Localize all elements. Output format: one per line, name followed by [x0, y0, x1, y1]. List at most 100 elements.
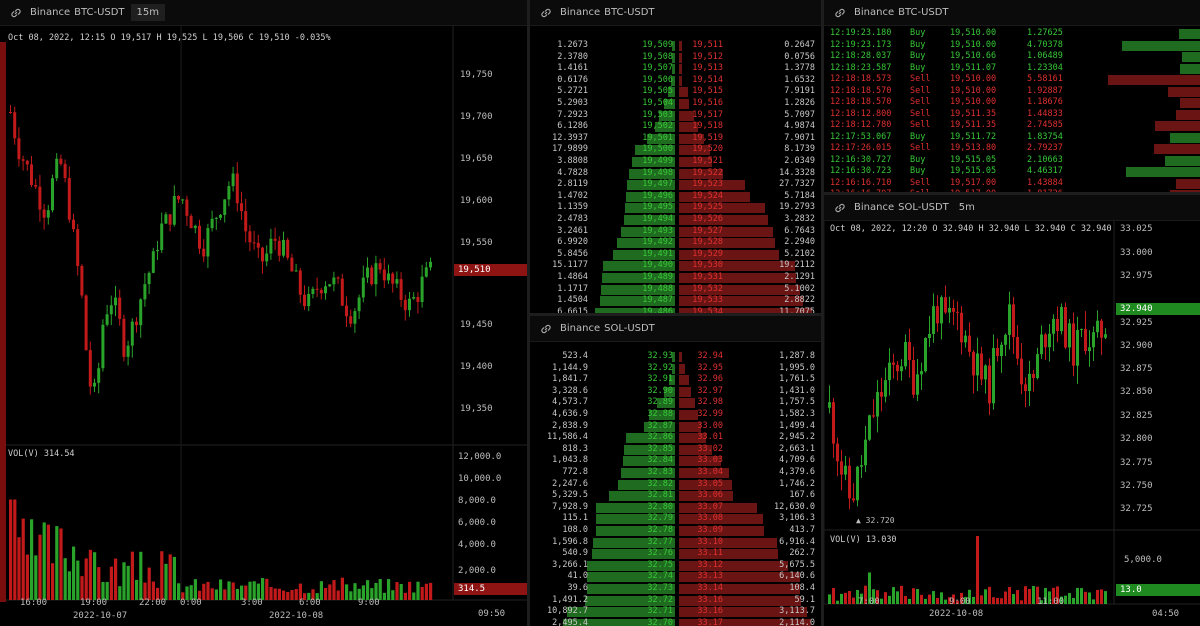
ask-depth-bar: [679, 52, 682, 63]
trade-row[interactable]: 12:16:30.727 Buy 19,515.05 2.10663: [824, 155, 1200, 167]
orderbook-row[interactable]: 4,636.9 32.88 32.99 1,582.3: [530, 409, 821, 421]
trade-row[interactable]: 12:18:23.587 Buy 19,511.07 1.23304: [824, 63, 1200, 75]
orderbook-row[interactable]: 5.2903 19,504 19,516 1.2826: [530, 98, 821, 110]
orderbook-row[interactable]: 1,043.8 32.84 33.03 4,709.6: [530, 455, 821, 467]
orderbook-row[interactable]: 108.0 32.78 33.09 413.7: [530, 525, 821, 537]
orderbook-row[interactable]: 6.6615 19,486 19,534 11.7075: [530, 307, 821, 313]
orderbook-row[interactable]: 523.4 32.93 32.94 1,287.8: [530, 351, 821, 363]
trade-row[interactable]: 12:18:18.570 Sell 19,510.00 1.92887: [824, 86, 1200, 98]
trade-price: 19,517.00: [950, 177, 997, 188]
orderbook-row[interactable]: 1,491.2 32.72 33.16 59.1: [530, 595, 821, 607]
orderbook-row[interactable]: 1,144.9 32.92 32.95 1,995.0: [530, 363, 821, 375]
orderbook-row[interactable]: 2,495.4 32.70 33.17 2,114.0: [530, 618, 821, 626]
orderbook-row[interactable]: 1.4161 19,507 19,513 1.3778: [530, 63, 821, 75]
orderbook-row[interactable]: 115.1 32.79 33.08 3,106.3: [530, 513, 821, 525]
volume-bar: [1064, 595, 1067, 604]
trade-row[interactable]: 12:18:18.570 Sell 19,510.00 1.18676: [824, 97, 1200, 109]
btc-candles[interactable]: [0, 26, 527, 626]
orderbook-row[interactable]: 3,328.6 32.90 32.97 1,431.0: [530, 386, 821, 398]
orderbook-row[interactable]: 17.9899 19,500 19,520 8.1739: [530, 144, 821, 156]
trade-row[interactable]: 12:18:28.037 Buy 19,510.66 1.06489: [824, 51, 1200, 63]
trade-row[interactable]: 12:17:26.015 Sell 19,513.80 2.79237: [824, 143, 1200, 155]
ask-size: 4,709.6: [779, 455, 815, 466]
orderbook-row[interactable]: 5,329.5 32.81 33.06 167.6: [530, 490, 821, 502]
candle: [1080, 328, 1083, 338]
link-icon[interactable]: [538, 5, 554, 21]
trade-row[interactable]: 12:18:18.573 Sell 19,510.00 5.58161: [824, 74, 1200, 86]
candle: [932, 293, 935, 343]
sol-candles[interactable]: [824, 221, 1200, 626]
orderbook-row[interactable]: 39.6 32.73 33.14 108.4: [530, 583, 821, 595]
candle: [1088, 330, 1091, 367]
orderbook-row[interactable]: 11,586.4 32.86 33.01 2,945.2: [530, 432, 821, 444]
volume-bar: [996, 597, 999, 604]
trade-row[interactable]: 12:16:16.710 Sell 19,517.00 1.43884: [824, 178, 1200, 190]
orderbook-row[interactable]: 2.4783 19,494 19,526 3.2832: [530, 214, 821, 226]
orderbook-row[interactable]: 6.1286 19,502 19,518 4.9874: [530, 121, 821, 133]
orderbook-row[interactable]: 2.8119 19,497 19,523 27.7327: [530, 179, 821, 191]
trade-row[interactable]: 12:19:23.180 Buy 19,510.00 1.27625: [824, 28, 1200, 40]
bid-depth-bar: [649, 410, 675, 420]
orderbook-row[interactable]: 2,247.6 32.82 33.05 1,746.2: [530, 479, 821, 491]
orderbook-row[interactable]: 1.1359 19,495 19,525 19.2793: [530, 202, 821, 214]
btc-chart-panel[interactable]: Binance BTC-USDT 15m Oct 08, 2022, 12:15…: [0, 0, 527, 626]
orderbook-row[interactable]: 7,928.9 32.80 33.07 12,630.0: [530, 502, 821, 514]
trade-row[interactable]: 12:19:23.173 Buy 19,510.00 4.70378: [824, 40, 1200, 52]
orderbook-row[interactable]: 2.3780 19,508 19,512 0.0756: [530, 52, 821, 64]
link-icon[interactable]: [832, 200, 848, 216]
volume-bar: [122, 562, 126, 600]
orderbook-row[interactable]: 4,573.7 32.89 32.98 1,757.5: [530, 397, 821, 409]
trade-row[interactable]: 12:18:12.780 Sell 19,511.35 2.74585: [824, 120, 1200, 132]
orderbook-row[interactable]: 3.2461 19,493 19,527 6.7643: [530, 226, 821, 238]
trade-row[interactable]: 12:18:12.800 Sell 19,511.35 1.44833: [824, 109, 1200, 121]
orderbook-row[interactable]: 2,838.9 32.87 33.00 1,499.4: [530, 421, 821, 433]
link-icon[interactable]: [8, 5, 24, 21]
volume-bar: [21, 518, 25, 600]
orderbook-row[interactable]: 3,266.1 32.75 33.12 5,675.5: [530, 560, 821, 572]
orderbook-row[interactable]: 1.4702 19,496 19,524 5.7184: [530, 191, 821, 203]
orderbook-row[interactable]: 540.9 32.76 33.11 262.7: [530, 548, 821, 560]
orderbook-row[interactable]: 5.2721 19,505 19,515 7.9191: [530, 86, 821, 98]
orderbook-row[interactable]: 15.1177 19,490 19,530 19.2112: [530, 260, 821, 272]
sol-chart-panel[interactable]: Binance SOL-USDT 5m Oct 08, 2022, 12:20 …: [824, 195, 1200, 626]
link-icon[interactable]: [832, 5, 848, 21]
orderbook-row[interactable]: 5.8456 19,491 19,529 5.2102: [530, 249, 821, 261]
orderbook-row[interactable]: 4.7828 19,498 19,522 14.3328: [530, 168, 821, 180]
price-axis-label: 32.750: [1120, 481, 1153, 491]
orderbook-row[interactable]: 10,892.7 32.71 33.16 3,113.7: [530, 606, 821, 618]
candle: [944, 285, 947, 315]
orderbook-row[interactable]: 1.2673 19,509 19,511 0.2647: [530, 40, 821, 52]
trade-row[interactable]: 12:17:53.067 Buy 19,511.72 1.83754: [824, 132, 1200, 144]
orderbook-row[interactable]: 3.8808 19,499 19,521 2.0349: [530, 156, 821, 168]
volume-bar: [932, 591, 935, 604]
trade-row[interactable]: 12:16:30.723 Buy 19,515.05 4.46317: [824, 166, 1200, 178]
orderbook-row[interactable]: 818.3 32.85 33.02 2,663.1: [530, 444, 821, 456]
ask-depth-bar: [679, 157, 712, 167]
volume-bar: [30, 519, 34, 600]
trade-row[interactable]: 12:16:16.707 Sell 19,517.00 1.81726: [824, 189, 1200, 192]
orderbook-row[interactable]: 1,841.7 32.91 32.96 1,761.5: [530, 374, 821, 386]
orderbook-row[interactable]: 41.0 32.74 33.13 6,140.6: [530, 571, 821, 583]
orderbook-row[interactable]: 12.3937 19,501 19,519 7.9071: [530, 133, 821, 145]
candle: [42, 203, 46, 230]
trade-price: 19,510.00: [950, 85, 997, 96]
orderbook-row[interactable]: 1,596.8 32.77 33.10 6,916.4: [530, 537, 821, 549]
trade-side: Buy: [910, 28, 926, 38]
timeframe-selector[interactable]: 5m: [958, 202, 975, 213]
orderbook-row[interactable]: 772.8 32.83 33.04 4,379.6: [530, 467, 821, 479]
orderbook-row[interactable]: 1.1717 19,488 19,532 5.1002: [530, 284, 821, 296]
ask-price: 33.00: [697, 420, 723, 431]
bid-size: 6.1286: [557, 121, 588, 132]
orderbook-row[interactable]: 0.6176 19,506 19,514 1.6532: [530, 75, 821, 87]
volume-bar: [876, 590, 879, 604]
orderbook-row[interactable]: 6.9920 19,492 19,528 2.2940: [530, 237, 821, 249]
link-icon[interactable]: [538, 321, 554, 337]
orderbook-row[interactable]: 7.2923 19,503 19,517 5.7097: [530, 110, 821, 122]
timeframe-selector[interactable]: 15m: [130, 4, 166, 21]
ask-price: 33.01: [697, 432, 723, 443]
ask-price: 19,511: [692, 40, 723, 50]
orderbook-row[interactable]: 1.4504 19,487 19,533 2.8822: [530, 295, 821, 307]
candle: [109, 295, 113, 326]
volume-bar: [151, 581, 155, 600]
orderbook-row[interactable]: 1.4864 19,489 19,531 2.1291: [530, 272, 821, 284]
